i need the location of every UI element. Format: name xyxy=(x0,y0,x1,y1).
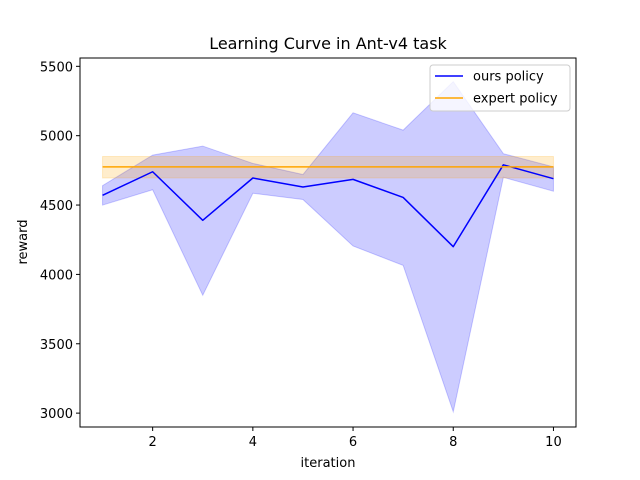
plot-frame xyxy=(79,57,577,428)
y-tick-label: 3500 xyxy=(40,338,73,353)
x-tick-label: 2 xyxy=(149,435,157,450)
legend-label-ours-policy: ours policy xyxy=(473,70,544,85)
chart-title: Learning Curve in Ant-v4 task xyxy=(209,34,447,53)
x-axis-ticks: 2 4 6 8 10 xyxy=(149,427,562,450)
y-axis-ticks: 3000 3500 4000 4500 5000 5500 xyxy=(40,60,80,422)
x-tick-label: 4 xyxy=(249,435,257,450)
x-tick-label: 8 xyxy=(449,435,457,450)
legend: ours policy expert policy xyxy=(429,64,571,112)
y-tick-label: 5500 xyxy=(40,60,73,75)
y-tick-label: 5000 xyxy=(40,130,73,145)
x-tick-label: 6 xyxy=(349,435,357,450)
x-axis-label: iteration xyxy=(301,456,356,471)
ours-policy-line xyxy=(102,164,554,248)
confidence-bands xyxy=(102,80,554,414)
legend-box xyxy=(429,64,571,112)
y-tick-label: 3000 xyxy=(40,407,73,422)
ours-policy-band xyxy=(102,80,554,414)
series-lines xyxy=(102,164,554,248)
y-axis-label: reward xyxy=(16,219,31,264)
y-tick-label: 4500 xyxy=(40,199,73,214)
y-tick-label: 4000 xyxy=(40,268,73,283)
legend-label-expert-policy: expert policy xyxy=(473,92,558,107)
x-tick-label: 10 xyxy=(545,435,562,450)
